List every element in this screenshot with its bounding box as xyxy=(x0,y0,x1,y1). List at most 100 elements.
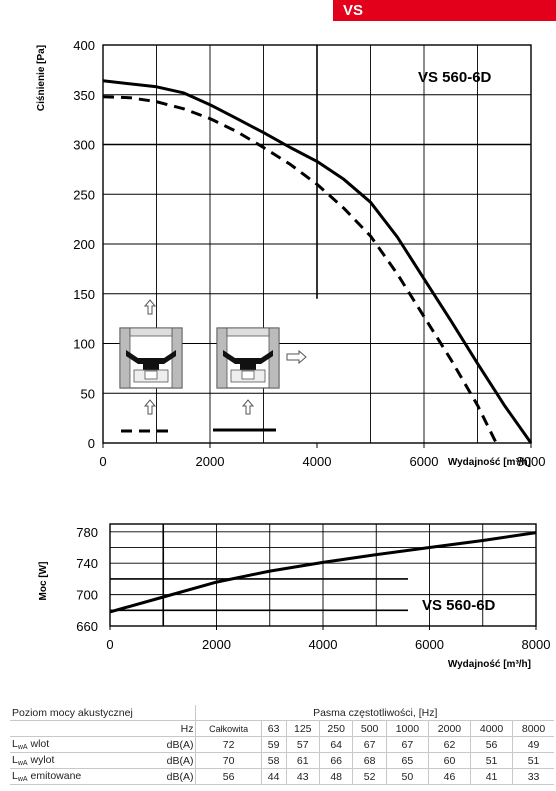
power-series xyxy=(109,531,537,614)
arrow-right-icon xyxy=(286,349,307,365)
table-row: LwA wlot dB(A) 72 59 57 64 67 67 62 56 49 xyxy=(10,736,554,753)
x-tick-label: 6000 xyxy=(415,637,444,652)
fan-motor xyxy=(240,360,256,370)
y-tick-label: 50 xyxy=(81,386,95,401)
column-header: 4000 xyxy=(469,720,514,737)
table-cell: 60 xyxy=(427,752,472,769)
empty-cell xyxy=(10,720,141,737)
y-tick-label: 780 xyxy=(76,525,98,540)
table-cell: 67 xyxy=(352,736,387,753)
table-cell: 61 xyxy=(285,752,320,769)
table-cell: 41 xyxy=(469,768,514,785)
power-grid xyxy=(109,523,537,630)
y-tick-label: 740 xyxy=(76,556,98,571)
table-title: Poziom mocy akustycznej xyxy=(10,705,196,721)
acoustic-power-table: Poziom mocy akustycznej Pasma częstotliw… xyxy=(10,705,554,785)
product-tag: VS xyxy=(333,0,556,21)
table-cell: 58 xyxy=(260,752,287,769)
x-tick-label: 8000 xyxy=(517,454,546,469)
unit-top xyxy=(226,327,270,337)
unit-header: Hz xyxy=(140,720,197,737)
table-row: LwA wylot dB(A) 70 58 61 66 68 65 60 51 51 xyxy=(10,752,554,769)
table-cell: 50 xyxy=(385,768,429,785)
column-header: 63 xyxy=(260,720,287,737)
table-cell: 57 xyxy=(285,736,320,753)
table-cell: 46 xyxy=(427,768,472,785)
y-tick-label: 200 xyxy=(73,237,95,252)
unit-side-left xyxy=(119,327,131,389)
row-label: LwA wlot xyxy=(10,736,141,753)
unit-base-inner xyxy=(241,370,255,380)
table-cell: 68 xyxy=(352,752,387,769)
column-header: 1000 xyxy=(385,720,429,737)
column-header: 125 xyxy=(285,720,320,737)
column-header: Całkowita xyxy=(195,720,262,737)
unit-base-inner xyxy=(144,370,158,380)
unit-side-right xyxy=(268,327,280,389)
pressure-chart-title: VS 560-6D xyxy=(418,69,492,86)
pressure-y-axis-label: Ciśnienie [Pa] xyxy=(36,45,47,111)
power-chart-title: VS 560-6D xyxy=(422,597,496,614)
table-cell: 64 xyxy=(318,736,354,753)
row-unit: dB(A) xyxy=(140,736,197,753)
fan-motor xyxy=(143,360,159,370)
pressure-x-axis-label: Wydajność [m³/h] xyxy=(448,457,531,468)
table-cell: 72 xyxy=(195,736,262,753)
unit-top xyxy=(129,327,173,337)
row-label: LwA wylot xyxy=(10,752,141,769)
table-cell: 44 xyxy=(260,768,287,785)
power-tick-labels: 660 700 740 780 0 2000 4000 6000 8000 xyxy=(76,525,550,652)
band-header: Pasma częstotliwości, [Hz] xyxy=(195,705,554,721)
pressure-curve-solid xyxy=(102,79,533,444)
y-tick-label: 300 xyxy=(73,138,95,153)
product-tag-label: VS xyxy=(343,2,364,19)
power-x-axis-label: Wydajność [m³/h] xyxy=(448,659,531,670)
diagram-unit-horizontal xyxy=(216,327,280,389)
table-columns-row: Hz Całkowita 63 125 250 500 1000 2000 4000 8000 xyxy=(10,720,554,737)
pressure-curve-dashed xyxy=(102,95,498,444)
pressure-grid xyxy=(102,44,532,448)
row-label: LwA emitowane xyxy=(10,768,141,785)
y-tick-label: 0 xyxy=(88,436,95,451)
table-row: LwA emitowane dB(A) 56 44 43 48 52 50 46 41 33 xyxy=(10,768,554,785)
column-header: 250 xyxy=(318,720,354,737)
y-tick-label: 350 xyxy=(73,88,95,103)
pressure-series xyxy=(102,79,533,444)
x-tick-label: 8000 xyxy=(522,637,551,652)
table-cell: 48 xyxy=(318,768,354,785)
y-tick-label: 400 xyxy=(73,38,95,53)
column-header: 500 xyxy=(352,720,387,737)
airflow-diagrams xyxy=(119,299,307,433)
x-tick-label: 6000 xyxy=(410,454,439,469)
table-cell: 66 xyxy=(318,752,354,769)
table-cell: 56 xyxy=(469,736,514,753)
table-cell: 51 xyxy=(469,752,514,769)
table-cell: 33 xyxy=(512,768,554,785)
unit-side-right xyxy=(171,327,183,389)
table-cell: 62 xyxy=(427,736,472,753)
y-tick-label: 660 xyxy=(76,619,98,634)
power-curve xyxy=(109,531,537,614)
y-tick-label: 700 xyxy=(76,588,98,603)
table-cell: 65 xyxy=(385,752,429,769)
x-tick-label: 2000 xyxy=(202,637,231,652)
row-unit: dB(A) xyxy=(140,752,197,769)
x-tick-label: 2000 xyxy=(196,454,225,469)
arrow-up-icon xyxy=(241,399,255,415)
x-tick-label: 4000 xyxy=(309,637,338,652)
unit-side-left xyxy=(216,327,228,389)
arrow-up-icon xyxy=(143,299,157,315)
table-cell: 67 xyxy=(385,736,429,753)
row-unit: dB(A) xyxy=(140,768,197,785)
table-cell: 49 xyxy=(512,736,554,753)
table-cell: 51 xyxy=(512,752,554,769)
y-tick-label: 100 xyxy=(73,337,95,352)
table-header-row: Poziom mocy akustycznej Pasma częstotliw… xyxy=(10,705,554,721)
fan-blades xyxy=(223,350,273,364)
table-cell: 52 xyxy=(352,768,387,785)
table-cell: 43 xyxy=(285,768,320,785)
column-header: 8000 xyxy=(512,720,554,737)
